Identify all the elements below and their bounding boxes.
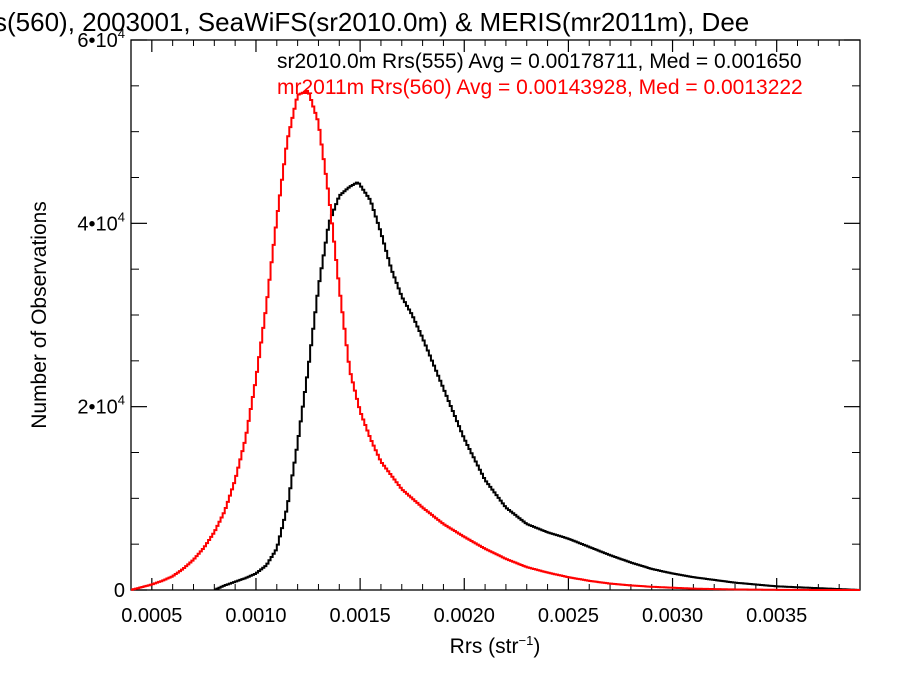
- legend-entry-1: sr2010.0m Rrs(555) Avg = 0.00178711, Med…: [277, 50, 802, 73]
- x-axis-label: Rrs (str−1): [450, 633, 541, 658]
- x-tick-label: 0.0035: [746, 605, 807, 627]
- x-tick-label: 0.0010: [225, 605, 286, 627]
- axis-ticks: 0.0005 0.0010 0.0015 0.0020 0.0025 0.0030 0.00…: [77, 26, 861, 627]
- x-tick-label: 0.0030: [642, 605, 703, 627]
- legend: sr2010.0m Rrs(555) Avg = 0.00178711, Med…: [277, 50, 803, 99]
- x-tick-label: 0.0020: [434, 605, 495, 627]
- series-1-line: [214, 181, 860, 591]
- series-2-line: [131, 89, 860, 591]
- plot-area-frame: [130, 39, 861, 591]
- y-tick-label: 6•104: [77, 26, 125, 52]
- series-group: [131, 89, 860, 591]
- legend-entry-2: mr2011m Rrs(560) Avg = 0.00143928, Med =…: [277, 76, 803, 99]
- y-tick-label: 2•104: [77, 393, 125, 419]
- x-axis-label-close: ): [533, 635, 540, 658]
- x-tick-label: 0.0005: [121, 605, 182, 627]
- chart-title: s(560), 2003001, SeaWiFS(sr2010.0m) & ME…: [0, 7, 749, 37]
- y-tick-label: 4•104: [77, 209, 125, 235]
- x-tick-label: 0.0025: [538, 605, 599, 627]
- y-axis-label: Number of Observations: [28, 201, 51, 429]
- y-tick-label: 0: [114, 580, 125, 602]
- x-tick-label: 0.0015: [330, 605, 391, 627]
- x-axis-label-text: Rrs (str: [450, 635, 519, 658]
- x-axis-label-superscript: −1: [519, 633, 534, 648]
